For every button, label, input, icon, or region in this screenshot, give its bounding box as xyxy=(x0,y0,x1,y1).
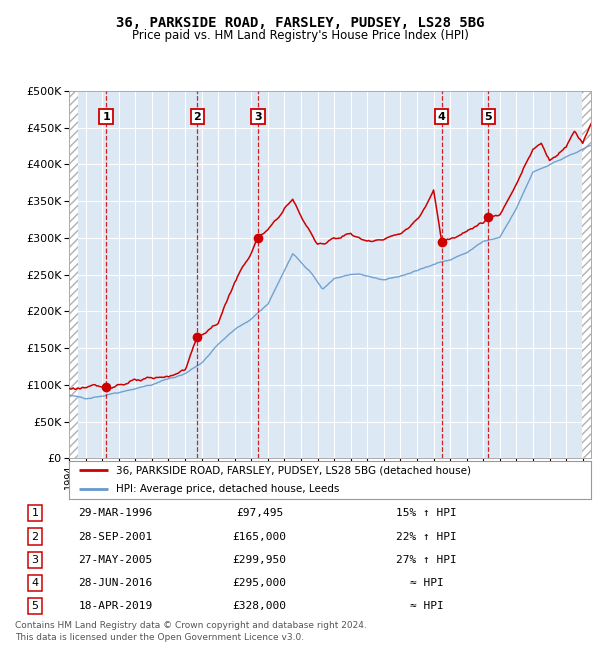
Text: £295,000: £295,000 xyxy=(233,578,287,588)
Text: ≈ HPI: ≈ HPI xyxy=(410,578,443,588)
Text: 3: 3 xyxy=(32,554,38,565)
Text: 2: 2 xyxy=(31,532,38,541)
Text: 4: 4 xyxy=(438,112,446,122)
Text: HPI: Average price, detached house, Leeds: HPI: Average price, detached house, Leed… xyxy=(116,484,340,494)
Text: 4: 4 xyxy=(31,578,38,588)
Text: Price paid vs. HM Land Registry's House Price Index (HPI): Price paid vs. HM Land Registry's House … xyxy=(131,29,469,42)
Text: 22% ↑ HPI: 22% ↑ HPI xyxy=(397,532,457,541)
Text: 5: 5 xyxy=(32,601,38,611)
Text: 29-MAR-1996: 29-MAR-1996 xyxy=(79,508,153,518)
Text: 28-JUN-2016: 28-JUN-2016 xyxy=(79,578,153,588)
Text: 3: 3 xyxy=(254,112,262,122)
Bar xyxy=(582,91,591,458)
Bar xyxy=(69,91,78,458)
Text: 36, PARKSIDE ROAD, FARSLEY, PUDSEY, LS28 5BG: 36, PARKSIDE ROAD, FARSLEY, PUDSEY, LS28… xyxy=(116,16,484,31)
Text: 1: 1 xyxy=(102,112,110,122)
Text: 1: 1 xyxy=(32,508,38,518)
Text: 15% ↑ HPI: 15% ↑ HPI xyxy=(397,508,457,518)
Text: 2: 2 xyxy=(193,112,201,122)
Text: 36, PARKSIDE ROAD, FARSLEY, PUDSEY, LS28 5BG (detached house): 36, PARKSIDE ROAD, FARSLEY, PUDSEY, LS28… xyxy=(116,465,471,475)
Text: 18-APR-2019: 18-APR-2019 xyxy=(79,601,153,611)
Text: ≈ HPI: ≈ HPI xyxy=(410,601,443,611)
Text: £328,000: £328,000 xyxy=(233,601,287,611)
Text: £299,950: £299,950 xyxy=(233,554,287,565)
Text: Contains HM Land Registry data © Crown copyright and database right 2024.: Contains HM Land Registry data © Crown c… xyxy=(15,621,367,630)
Text: This data is licensed under the Open Government Licence v3.0.: This data is licensed under the Open Gov… xyxy=(15,633,304,642)
Text: 5: 5 xyxy=(484,112,492,122)
Text: 28-SEP-2001: 28-SEP-2001 xyxy=(79,532,153,541)
Text: £97,495: £97,495 xyxy=(236,508,283,518)
Text: £165,000: £165,000 xyxy=(233,532,287,541)
Text: 27-MAY-2005: 27-MAY-2005 xyxy=(79,554,153,565)
Text: 27% ↑ HPI: 27% ↑ HPI xyxy=(397,554,457,565)
